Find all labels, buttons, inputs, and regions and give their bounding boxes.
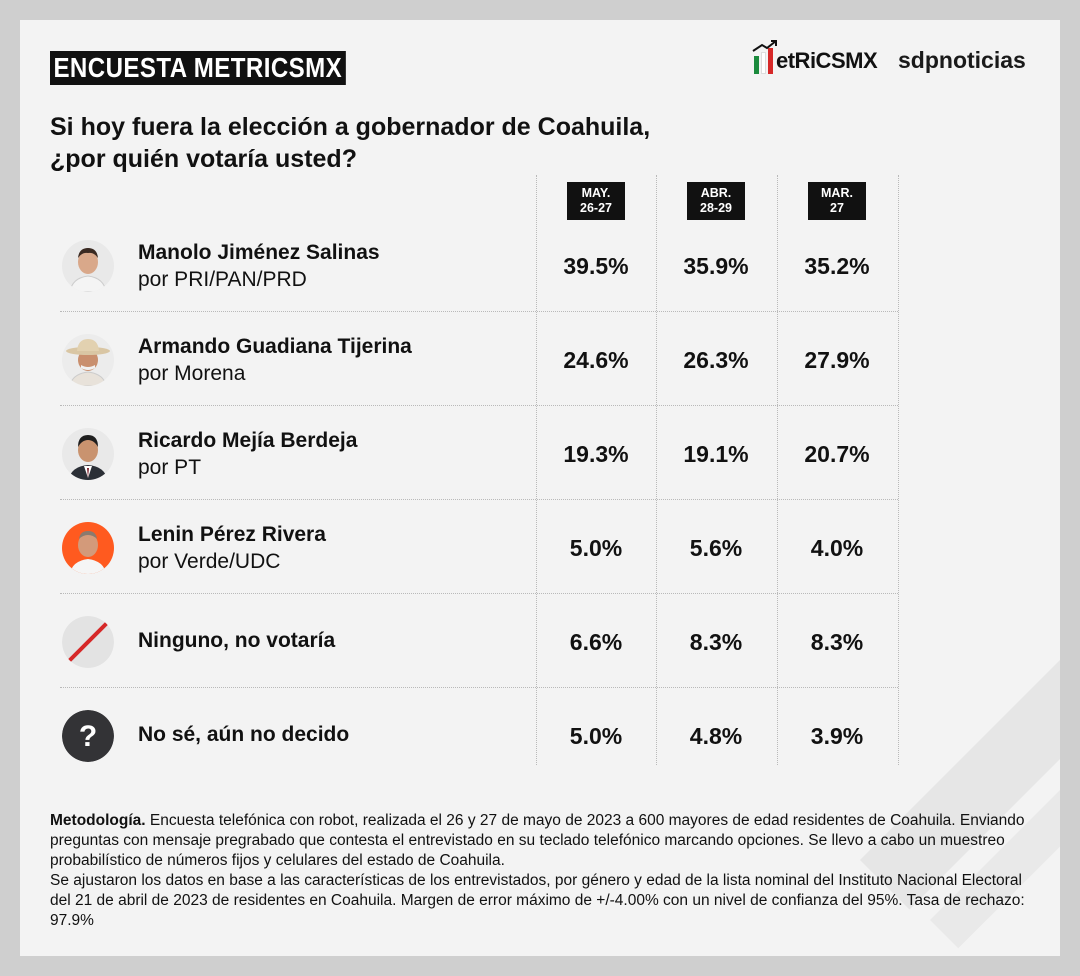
table-row: Lenin Pérez Rivera por Verde/UDC 5.0% 5.… (60, 500, 898, 594)
logo-text: etRiCSMX (776, 48, 878, 73)
candidate-photo (62, 428, 114, 480)
value-mar: 27.9% (804, 347, 870, 373)
value-may: 19.3% (563, 441, 629, 467)
methodology-note: Metodología. Encuesta telefónica con rob… (50, 811, 1040, 931)
column-header-abr: ABR. 28-29 (687, 182, 745, 220)
column-header-line1: MAR. (821, 186, 853, 200)
methodology-text: Encuesta telefónica con robot, realizada… (50, 812, 1025, 869)
candidate-photo (62, 334, 114, 386)
column-header-line1: ABR. (700, 186, 732, 200)
row-divider (60, 593, 898, 594)
row-divider (60, 405, 898, 406)
partner-logo: sdpnoticias (898, 47, 1026, 73)
candidate-party: por PT (138, 456, 202, 479)
candidate-name: Ricardo Mejía Berdeja (138, 429, 358, 452)
poll-card: ENCUESTA METRICSMX etRiCSMX sdpnoticias … (20, 20, 1060, 956)
table-row: Manolo Jiménez Salinas por PRI/PAN/PRD 3… (60, 218, 898, 312)
candidate-name: Manolo Jiménez Salinas (138, 241, 380, 264)
table-row: Armando Guadiana Tijerina por Morena 24.… (60, 312, 898, 406)
option-label: No sé, aún no decido (138, 723, 350, 746)
methodology-label: Metodología. (50, 812, 146, 829)
question-icon: ? (62, 710, 114, 762)
methodology-text-2: Se ajustaron los datos en base a las car… (50, 872, 1025, 929)
option-label: Ninguno, no votaría (138, 629, 336, 652)
row-divider (60, 311, 898, 312)
value-mar: 4.0% (810, 535, 864, 561)
column-header-line2: 26-27 (580, 201, 612, 215)
value-abr: 8.3% (689, 629, 743, 655)
value-abr: 19.1% (683, 441, 749, 467)
column-header-line2: 27 (830, 201, 844, 215)
value-mar: 3.9% (810, 723, 864, 749)
candidate-party: por Morena (138, 362, 246, 385)
svg-text:?: ? (79, 720, 97, 753)
value-may: 39.5% (563, 253, 629, 279)
value-may: 6.6% (569, 629, 623, 655)
metricsmx-logo: etRiCSMX (752, 40, 878, 74)
candidate-name: Armando Guadiana Tijerina (138, 335, 412, 358)
table-row: Ricardo Mejía Berdeja por PT 19.3% 19.1%… (60, 406, 898, 500)
column-divider (898, 175, 899, 765)
logo-bars-icon (752, 40, 777, 74)
candidate-party: por PRI/PAN/PRD (138, 268, 307, 291)
candidate-photo (62, 522, 114, 574)
row-divider (60, 499, 898, 500)
candidate-photo (62, 240, 114, 292)
value-mar: 35.2% (804, 253, 870, 279)
column-header-line1: MAY. (581, 186, 611, 200)
value-may: 24.6% (563, 347, 629, 373)
column-divider (777, 175, 778, 765)
row-divider (60, 687, 898, 688)
value-may: 5.0% (569, 723, 623, 749)
table-row: Ninguno, no votaría 6.6% 8.3% 8.3% (60, 594, 898, 688)
candidate-name: Lenin Pérez Rivera (138, 523, 326, 546)
value-mar: 20.7% (804, 441, 870, 467)
value-mar: 8.3% (810, 629, 864, 655)
slash-icon (62, 616, 114, 668)
column-header-mar: MAR. 27 (808, 182, 866, 220)
value-abr: 5.6% (689, 535, 743, 561)
column-header-may: MAY. 26-27 (567, 182, 625, 220)
question-title: Si hoy fuera la elección a gobernador de… (50, 113, 651, 173)
column-divider (656, 175, 657, 765)
column-divider (536, 175, 537, 765)
value-abr: 4.8% (689, 723, 743, 749)
trend-arrow-icon (752, 40, 777, 52)
value-may: 5.0% (569, 535, 623, 561)
column-header-line2: 28-29 (700, 201, 732, 215)
survey-tag: ENCUESTA METRICSMX (50, 51, 346, 85)
value-abr: 35.9% (683, 253, 749, 279)
table-row: ? No sé, aún no decido 5.0% 4.8% 3.9% (60, 688, 898, 782)
candidate-party: por Verde/UDC (138, 550, 281, 573)
value-abr: 26.3% (683, 347, 749, 373)
